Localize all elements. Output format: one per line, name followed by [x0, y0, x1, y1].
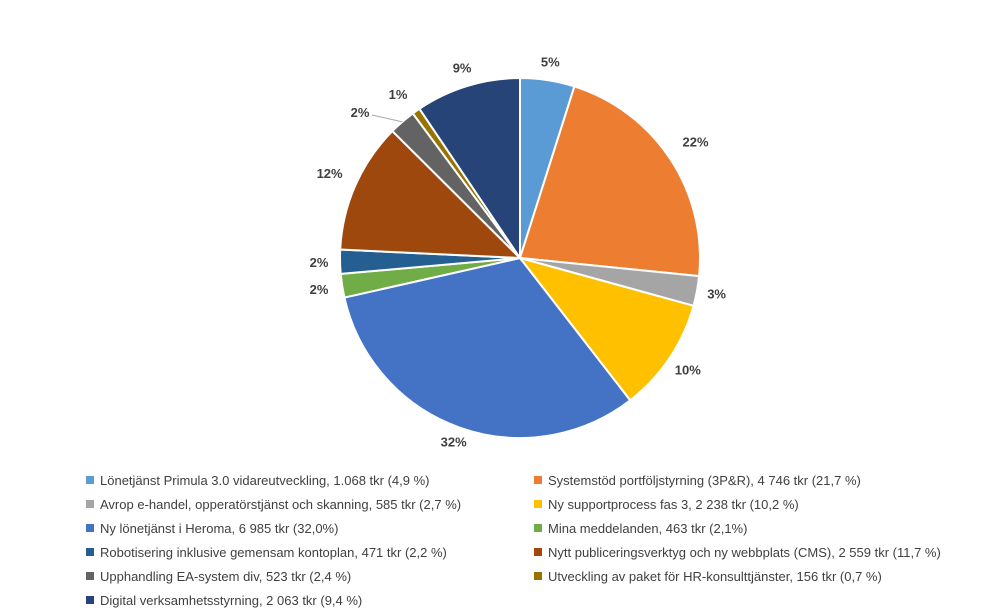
legend-label: Avrop e-handel, opperatörstjänst och ska… [100, 496, 462, 512]
slice-percent-label: 10% [675, 362, 701, 377]
legend-label: Digital verksamhetsstyrning, 2 063 tkr (… [100, 592, 363, 608]
legend-item: Upphandling EA-system div, 523 tkr (2,4 … [86, 566, 534, 586]
legend-swatch [534, 524, 542, 532]
legend-item: Mina meddelanden, 463 tkr (2,1%) [534, 518, 974, 538]
legend-item: Utveckling av paket för HR-konsulttjänst… [534, 566, 974, 586]
legend-grid: Lönetjänst Primula 3.0 vidareutveckling,… [86, 470, 976, 610]
legend-item: Ny lönetjänst i Heroma, 6 985 tkr (32,0%… [86, 518, 534, 538]
slice-percent-label: 22% [682, 135, 708, 150]
legend-label: Ny lönetjänst i Heroma, 6 985 tkr (32,0%… [100, 520, 339, 536]
slice-percent-label: 1% [389, 87, 408, 102]
slice-percent-label: 2% [310, 255, 329, 270]
slice-percent-label: 3% [707, 287, 726, 302]
legend-item: Avrop e-handel, opperatörstjänst och ska… [86, 494, 534, 514]
legend-swatch [86, 524, 94, 532]
pie-svg: 5% 22% 3% 10% 32% 2% 2% 12% 2% 1% 9% [310, 54, 727, 449]
pie-slice [339, 129, 523, 260]
legend-label: Ny supportprocess fas 3, 2 238 tkr (10,2… [548, 496, 799, 512]
slice-percent-label: 2% [351, 105, 370, 120]
legend-swatch [534, 572, 542, 580]
legend-swatch [534, 548, 542, 556]
pie-percent-labels: 5% 22% 3% 10% 32% 2% 2% 12% 2% 1% 9% [310, 54, 727, 449]
leader-line [371, 114, 403, 123]
legend-swatch [534, 500, 542, 508]
legend-item: Lönetjänst Primula 3.0 vidareutveckling,… [86, 470, 534, 490]
legend-swatch [534, 476, 542, 484]
slice-percent-label: 2% [310, 282, 329, 297]
legend-swatch [86, 596, 94, 604]
legend-item: Digital verksamhetsstyrning, 2 063 tkr (… [86, 590, 534, 610]
legend-item: Systemstöd portföljstyrning (3P&R), 4 74… [534, 470, 974, 490]
pie-slice [518, 85, 701, 278]
slice-percent-label: 5% [541, 54, 560, 69]
legend-label: Utveckling av paket för HR-konsulttjänst… [548, 568, 882, 584]
legend-label: Nytt publiceringsverktyg och ny webbplat… [548, 544, 941, 560]
pie-slice [517, 256, 695, 402]
slice-percent-label: 12% [317, 166, 343, 181]
leader-lines [371, 114, 403, 123]
legend-label: Mina meddelanden, 463 tkr (2,1%) [548, 520, 748, 536]
legend-item: Nytt publiceringsverktyg och ny webbplat… [534, 542, 974, 562]
legend-label: Lönetjänst Primula 3.0 vidareutveckling,… [100, 472, 430, 488]
pie-slice [343, 256, 632, 439]
legend-swatch [86, 500, 94, 508]
legend-swatch [86, 572, 94, 580]
legend-item: Robotisering inklusive gemensam kontopla… [86, 542, 534, 562]
legend-label: Robotisering inklusive gemensam kontopla… [100, 544, 447, 560]
legend-label: Systemstöd portföljstyrning (3P&R), 4 74… [548, 472, 861, 488]
legend-swatch [86, 476, 94, 484]
legend-swatch [86, 548, 94, 556]
slice-percent-label: 9% [453, 61, 472, 76]
pie-slice [418, 76, 521, 262]
slice-percent-label: 32% [441, 434, 467, 449]
legend-item: Ny supportprocess fas 3, 2 238 tkr (10,2… [534, 494, 974, 514]
pie-slices [339, 76, 701, 439]
legend: Lönetjänst Primula 3.0 vidareutveckling,… [86, 470, 976, 610]
legend-label: Upphandling EA-system div, 523 tkr (2,4 … [100, 568, 352, 584]
